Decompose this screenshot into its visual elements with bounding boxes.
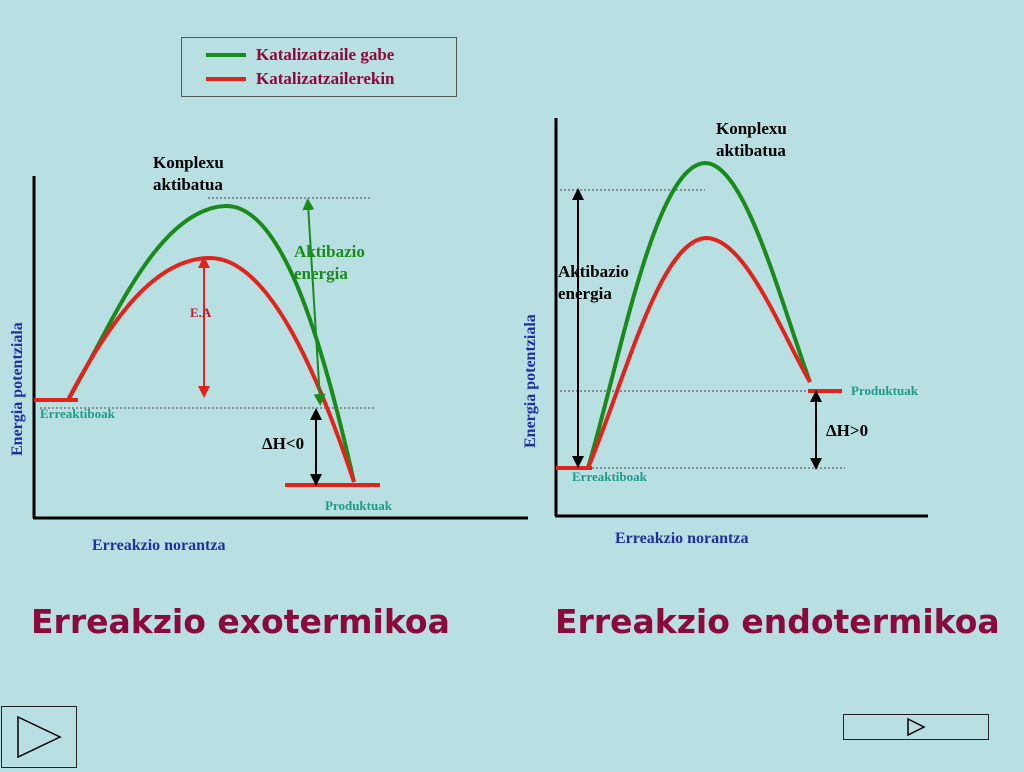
- endo-enthalpy-label: ΔH>0: [826, 421, 869, 440]
- endo-diagram: [554, 118, 928, 518]
- red-line-swatch: [206, 77, 246, 81]
- exo-ea-label: E.A: [190, 305, 212, 320]
- endo-title: Erreakzio endotermikoa: [555, 602, 1000, 641]
- legend-item-uncatalyzed: Katalizatzaile gabe: [206, 45, 394, 65]
- next-arrow-icon: [907, 717, 926, 737]
- endo-activation-label-line2: energia: [558, 284, 612, 303]
- endo-activation-label-line1: Aktibazio: [558, 262, 629, 281]
- exo-y-axis-label: Energia potentziala: [9, 322, 26, 456]
- exo-activation-arrow: [302, 198, 326, 406]
- legend-label-catalyzed: Katalizatzailerekin: [256, 69, 395, 88]
- endo-complex-label: Konplexu aktibatua: [716, 118, 787, 162]
- endo-uncatalyzed-curve: [586, 160, 812, 469]
- play-icon: [17, 715, 62, 759]
- endo-y-axis-label: Energia potentziala: [522, 314, 539, 448]
- exo-x-axis-label: Erreakzio norantza: [92, 537, 226, 554]
- exo-activation-label-line1: Aktibazio: [294, 242, 365, 261]
- exo-enthalpy-label: ΔH<0: [262, 434, 305, 453]
- endo-reactants-label: Erreaktiboak: [572, 469, 647, 484]
- exo-activation-label: Aktibazio energia: [294, 241, 365, 285]
- next-button[interactable]: [843, 714, 989, 740]
- exo-products-label: Produktuak: [325, 498, 392, 513]
- exo-complex-label: Konplexu aktibatua: [153, 152, 224, 196]
- endo-complex-label-line1: Konplexu: [716, 119, 787, 138]
- legend-label-uncatalyzed: Katalizatzaile gabe: [256, 45, 395, 64]
- exo-title: Erreakzio exotermikoa: [31, 602, 450, 641]
- exo-diagram: [32, 176, 528, 520]
- exo-activation-label-line2: energia: [294, 264, 348, 283]
- play-button[interactable]: [1, 706, 77, 768]
- endo-products-label: Produktuak: [851, 383, 918, 398]
- exo-complex-label-line1: Konplexu: [153, 153, 224, 172]
- exo-complex-label-line2: aktibatua: [153, 175, 223, 194]
- exo-catalyzed-curve: [66, 255, 356, 483]
- legend: Katalizatzaile gabe Katalizatzailerekin: [181, 37, 457, 97]
- endo-complex-label-line2: aktibatua: [716, 141, 786, 160]
- exo-reactants-label: Erreaktiboak: [40, 406, 115, 421]
- legend-item-catalyzed: Katalizatzailerekin: [206, 69, 395, 89]
- endo-x-axis-label: Erreakzio norantza: [615, 530, 749, 547]
- endo-activation-label: Aktibazio energia: [558, 261, 629, 305]
- endo-catalyzed-curve: [586, 235, 812, 469]
- green-line-swatch: [206, 53, 246, 57]
